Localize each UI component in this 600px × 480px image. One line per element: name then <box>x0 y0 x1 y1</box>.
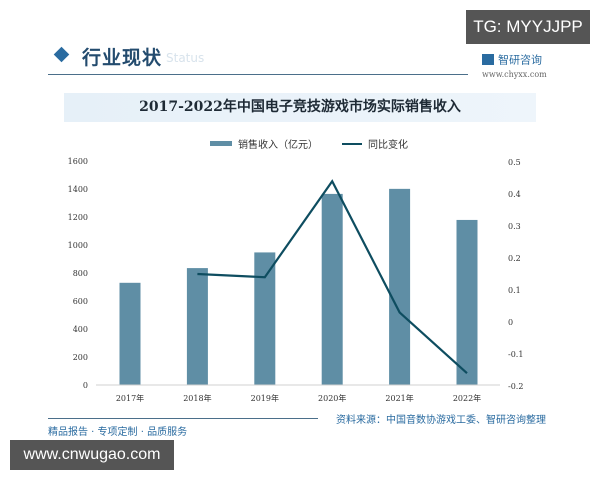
x-tick-label: 2018年 <box>183 393 211 403</box>
right-axis: -0.2 -0.1 0 0.1 0.2 0.3 0.4 0.5 <box>508 158 523 391</box>
right-tick-label: 0.4 <box>508 190 521 199</box>
chart-legend: 销售收入（亿元） 同比变化 <box>210 136 408 151</box>
x-tick-label: 2022年 <box>453 393 481 403</box>
data-source: 资料来源：中国音数协游戏工委、智研咨询整理 <box>336 415 546 426</box>
right-tick-label: -0.2 <box>508 382 523 391</box>
bar <box>456 219 478 385</box>
left-tick-label: 1000 <box>68 241 88 250</box>
legend-bar-label: 销售收入（亿元） <box>238 140 318 151</box>
footer-tagline: 精品报告 · 专项定制 · 品质服务 <box>48 427 188 438</box>
left-tick-label: 600 <box>73 297 88 306</box>
x-tick-label: 2019年 <box>251 393 279 403</box>
chart-title-box: 2017-2022年中国电子竞技游戏市场实际销售收入 <box>64 93 536 122</box>
legend-bar-swatch <box>210 141 232 146</box>
left-tick-label: 800 <box>73 269 88 278</box>
logo-name: 智研咨询 <box>498 53 542 67</box>
right-tick-label: 0.5 <box>508 158 521 167</box>
section-header: 行业现状 Status <box>48 38 468 75</box>
site-badge: www.cnwugao.com <box>10 440 174 470</box>
bar <box>321 193 343 385</box>
x-tick-label: 2020年 <box>318 393 346 403</box>
logo-url: www.chyxx.com <box>482 70 547 79</box>
brand-logo: 智研咨询 www.chyxx.com <box>482 49 572 79</box>
left-tick-label: 200 <box>73 353 88 362</box>
legend-line-swatch <box>342 142 362 145</box>
bar <box>186 268 208 385</box>
left-tick-label: 0 <box>83 381 88 390</box>
section-ghost-text: Status <box>166 51 205 65</box>
left-tick-label: 1200 <box>68 213 88 222</box>
bar <box>254 252 276 385</box>
right-tick-label: 0 <box>508 318 513 327</box>
yoy-line <box>197 179 468 375</box>
right-tick-label: 0.2 <box>508 254 521 263</box>
section-title: 行业现状 <box>82 47 163 69</box>
right-tick-label: -0.1 <box>508 350 523 359</box>
left-tick-label: 1600 <box>68 157 88 166</box>
legend-line-label: 同比变化 <box>368 140 408 151</box>
bar <box>389 188 411 385</box>
bar-series <box>119 188 478 385</box>
tg-badge: TG: MYYJJPP <box>466 10 590 44</box>
left-tick-label: 400 <box>73 325 88 334</box>
bar <box>119 282 141 385</box>
x-tick-label: 2021年 <box>385 393 413 403</box>
left-tick-label: 1400 <box>68 185 88 194</box>
footer-divider <box>48 418 318 419</box>
left-axis: 0 200 400 600 800 1000 1200 1400 1600 <box>68 157 88 390</box>
chart-title: 2017-2022年中国电子竞技游戏市场实际销售收入 <box>139 99 461 115</box>
right-tick-label: 0.1 <box>508 286 521 295</box>
logo-icon <box>482 54 494 65</box>
right-tick-label: 0.3 <box>508 222 521 231</box>
x-tick-label: 2017年 <box>116 393 144 403</box>
x-axis-labels: 2017年 2018年 2019年 2020年 2021年 2022年 <box>116 393 481 403</box>
